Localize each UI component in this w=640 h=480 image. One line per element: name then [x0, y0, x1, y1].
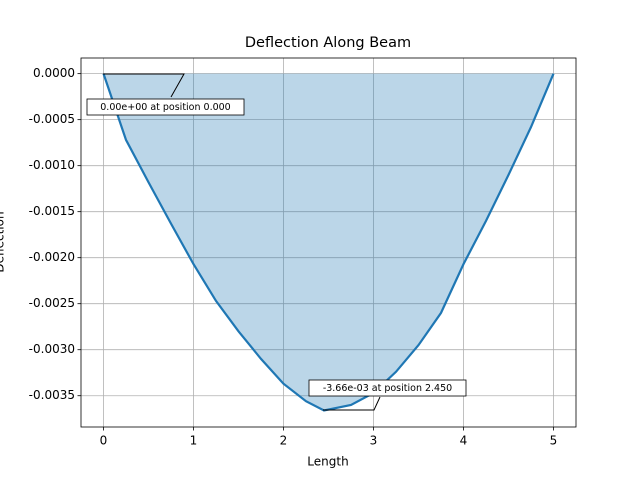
y-tick-label: -0.0015 [29, 204, 75, 218]
annotation: 0.00e+00 at position 0.000 [100, 102, 230, 113]
y-tick-label: 0.0000 [33, 66, 75, 80]
axes-frame [80, 57, 577, 428]
plot-area: 0.0000 -0.0005 -0.0010 -0.0015 -0.0020 -0.002… [29, 57, 577, 448]
area [103, 73, 554, 411]
x-tick-label: 1 [190, 434, 198, 448]
annotation-box [86, 98, 245, 116]
x-tick-label: 3 [370, 434, 378, 448]
y-tick-label: -0.0005 [29, 112, 75, 126]
y-tick-label: -0.0020 [29, 250, 75, 264]
x-tick-label: 5 [550, 434, 558, 448]
y-tick-label: -0.0025 [29, 296, 75, 310]
y-tick-label: -0.0035 [29, 388, 75, 402]
annotation-box [308, 379, 467, 397]
x-tick-label: 0 [100, 434, 108, 448]
annotation-arrow [103, 73, 185, 98]
x-axis-label: Length [307, 455, 348, 469]
y-tick-label: -0.0030 [29, 342, 75, 356]
y-tick-label: -0.0010 [29, 158, 75, 172]
x-tick-label: 4 [460, 434, 468, 448]
annotation-arrow [323, 396, 381, 411]
annotation: -3.66e-03 at position 2.450 [323, 383, 452, 394]
x-tick-label: 2 [280, 434, 288, 448]
chart-title: Deflection Along Beam [245, 35, 411, 51]
y-axis-label: Deflection [0, 211, 7, 272]
